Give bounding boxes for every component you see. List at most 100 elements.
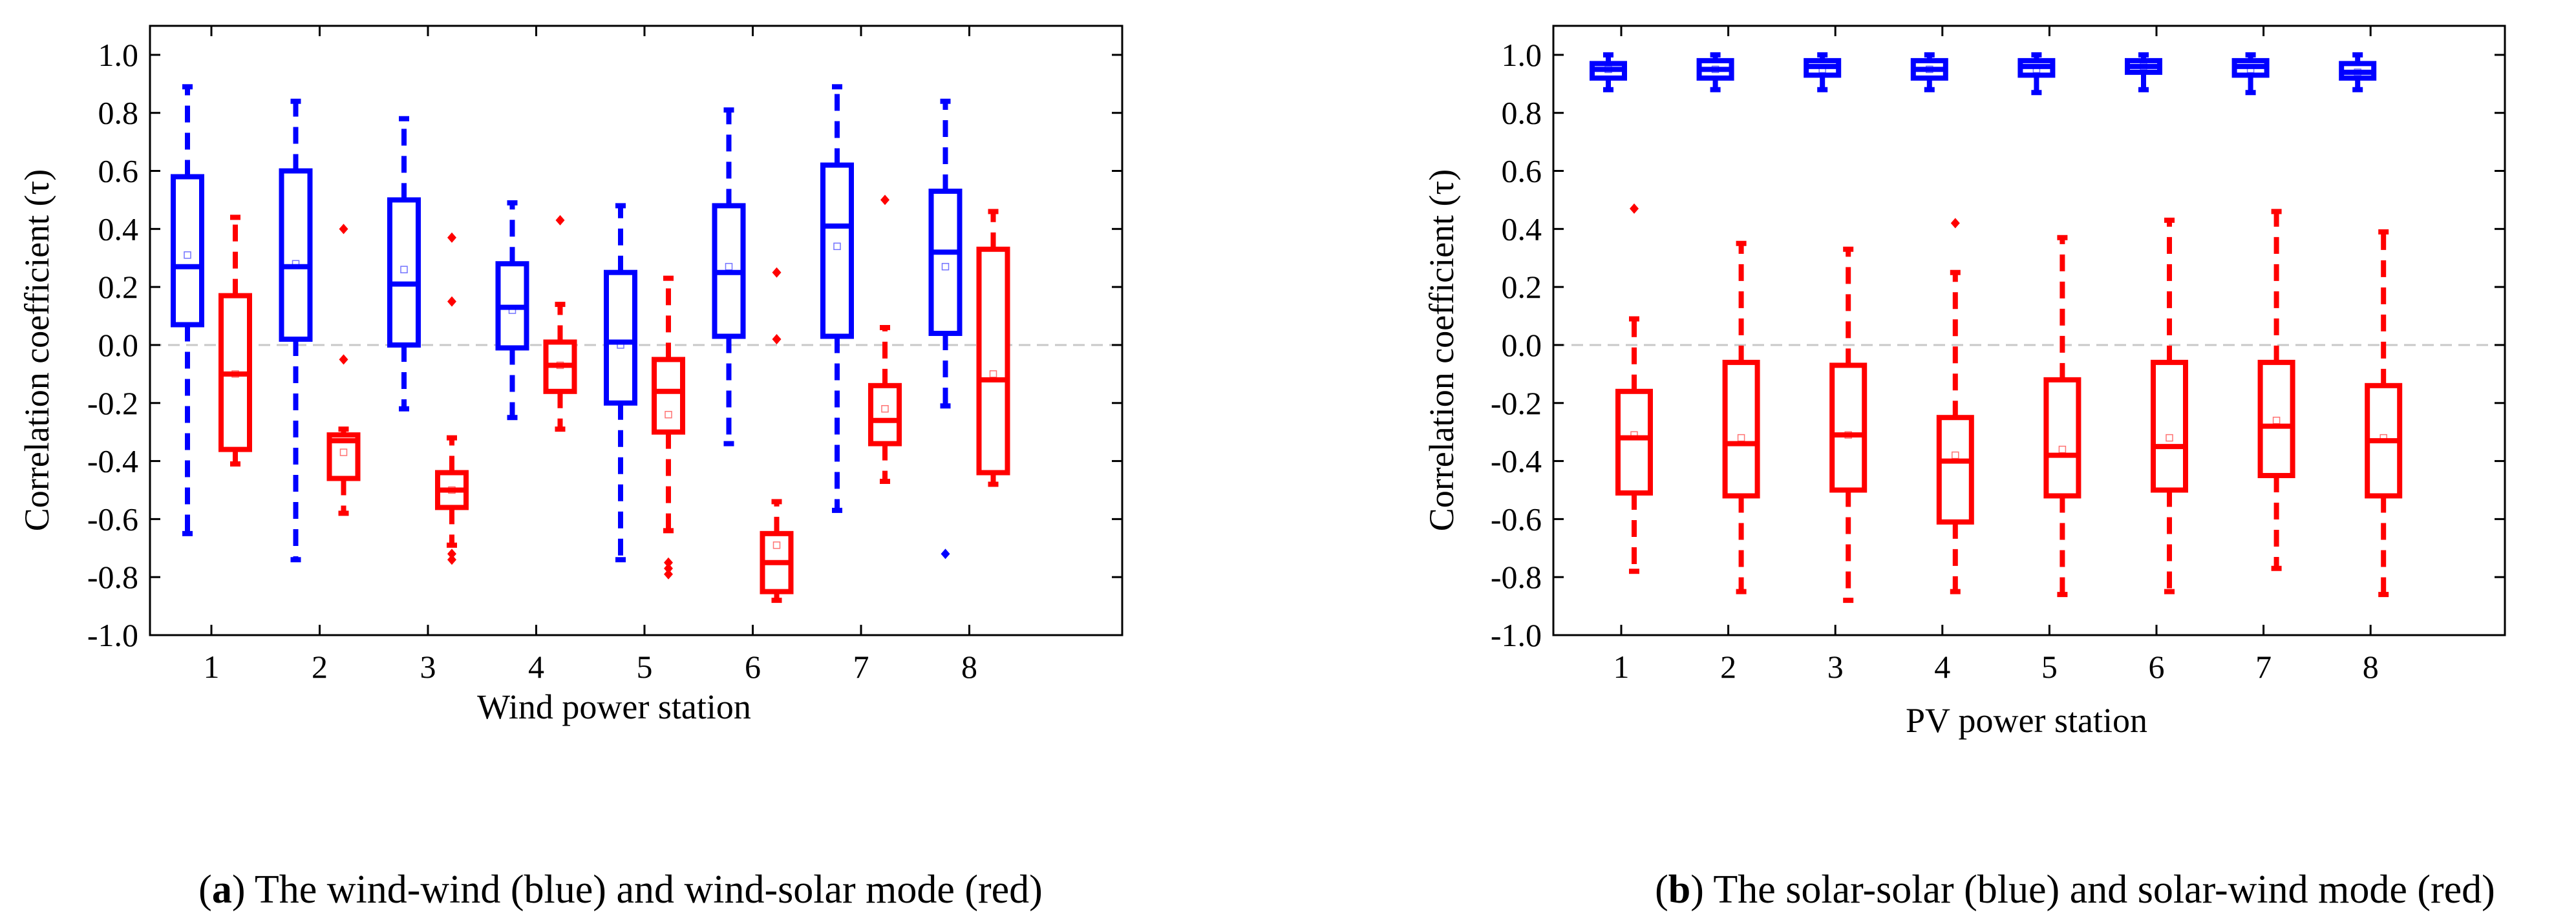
panel-b-y-tick-label: 0.8 bbox=[1502, 95, 1542, 131]
panel-b-solar-solar-mean-marker bbox=[2140, 63, 2147, 70]
panel-b-x-tick-label: 2 bbox=[1720, 649, 1736, 685]
panel-b-solar-solar-mean-marker bbox=[1926, 65, 1933, 74]
panel-b-x-tick-label: 4 bbox=[1934, 649, 1950, 685]
panel-a-wind-wind-box bbox=[171, 174, 204, 328]
panel-a-wind-solar-outlier bbox=[447, 296, 456, 307]
panel-a-wind-solar-outlier bbox=[447, 554, 456, 565]
panel-a-wind-solar-outlier bbox=[339, 224, 348, 235]
panel-a-wind-solar-mean-marker bbox=[556, 361, 564, 370]
panel-a-wind-solar-mean-marker bbox=[448, 486, 456, 494]
panel-a-caption-close: ) bbox=[232, 868, 246, 912]
panel-a-wind-solar-outlier bbox=[664, 569, 673, 580]
panel-b-solar-wind-mean-marker bbox=[1737, 434, 1745, 442]
panel-a-wind-solar-outlier bbox=[555, 215, 565, 225]
panel-b-solar-solar-mean-marker bbox=[1818, 65, 1826, 74]
panel-a-y-tick-label: -0.2 bbox=[87, 385, 138, 421]
panel-b-solar-solar-mean-marker bbox=[2354, 68, 2361, 76]
panel-a-wind-solar-outlier bbox=[772, 333, 782, 344]
panel-b-y-tick-label: 0.6 bbox=[1502, 153, 1542, 189]
panel-a-wind-wind-box bbox=[820, 162, 854, 339]
panel-a-wind-wind-box bbox=[604, 269, 637, 406]
panel-b-x-tick-label: 1 bbox=[1613, 649, 1630, 685]
panel-a-x-tick-label: 4 bbox=[528, 649, 544, 685]
panel-a-wind-wind-mean-marker bbox=[292, 260, 300, 267]
panel-a-wind-solar-box bbox=[976, 246, 1010, 476]
panel-b-solar-wind-outlier bbox=[1950, 218, 1960, 229]
panel-a-y-tick-label: -0.4 bbox=[87, 443, 138, 479]
panel-a-wind-solar-mean-marker bbox=[881, 404, 889, 413]
panel-b-solar-wind-mean-marker bbox=[1630, 431, 1638, 439]
panel-b-caption: (b) The solar-solar (blue) and solar-win… bbox=[1655, 868, 2495, 912]
panel-a-caption-text: The wind-wind (blue) and wind-solar mode… bbox=[245, 868, 1042, 912]
panel-a-x-tick-label: 8 bbox=[961, 649, 977, 685]
panel-b-x-tick-label: 8 bbox=[2363, 649, 2379, 685]
panel-a-wind-solar-outlier bbox=[664, 557, 673, 568]
panel-b-caption-close: ) bbox=[1690, 868, 1704, 912]
panel-a-caption-label: a bbox=[212, 868, 232, 912]
panel-a-caption-open: ( bbox=[198, 868, 212, 912]
panel-b-y-tick-label: -0.6 bbox=[1491, 501, 1542, 537]
panel-b-caption-text: The solar-solar (blue) and solar-wind mo… bbox=[1704, 868, 2495, 912]
panel-a-wind-solar-mean-marker bbox=[231, 370, 239, 378]
panel-b-x-tick-label: 7 bbox=[2255, 649, 2272, 685]
panel-b-y-axis-label: Correlation coefficient (τ) bbox=[1422, 169, 1461, 531]
panel-a-wind-solar-outlier bbox=[880, 194, 889, 205]
panel-a-wind-wind-outlier bbox=[941, 549, 950, 560]
panel-a-x-tick-label: 7 bbox=[853, 649, 869, 685]
panel-b-solar-wind-box bbox=[1936, 415, 1974, 525]
panel-a-frame bbox=[149, 25, 1123, 636]
panel-b-caption-label: b bbox=[1668, 868, 1690, 912]
panel-b-y-tick-label: -1.0 bbox=[1491, 617, 1542, 653]
panel-a-wind-wind-mean-marker bbox=[184, 251, 191, 259]
panel-a-wind-solar-box bbox=[868, 382, 902, 446]
panel-a-wind-solar-outlier bbox=[664, 563, 673, 574]
panel-a-wind-solar-mean-marker bbox=[772, 541, 781, 549]
panel-a-y-axis-label: Correlation coefficient (τ) bbox=[17, 169, 56, 531]
panel-b-solar-wind-box bbox=[2257, 359, 2295, 479]
panel-a-wind-wind-mean-marker bbox=[941, 262, 950, 271]
panel-b-y-tick-label: -0.4 bbox=[1491, 443, 1542, 479]
panel-a-wind-solar-outlier bbox=[447, 549, 456, 560]
panel-b-solar-solar-mean-marker bbox=[1604, 65, 1612, 74]
panel-b-frame bbox=[1552, 25, 2506, 636]
panel-a-wind-solar-box bbox=[652, 357, 685, 435]
panel-a-x-tick-label: 6 bbox=[745, 649, 761, 685]
panel-a-y-tick-label: 1.0 bbox=[98, 37, 139, 73]
panel-b-x-tick-label: 6 bbox=[2149, 649, 2165, 685]
panel-b-solar-wind-mean-marker bbox=[1952, 451, 1959, 459]
panel-b-solar-wind-mean-marker bbox=[2166, 434, 2173, 442]
panel-a-wind-wind-box bbox=[279, 168, 313, 342]
panel-a-wind-wind-mean-marker bbox=[508, 306, 516, 314]
panel-b: -1.0 -0.8 -0.6 -0.4 -0.2 0.0 0.2 0.4 0.6 0.8 1.0 1 2… bbox=[1422, 25, 2506, 912]
panel-a-wind-solar-mean-marker bbox=[339, 448, 348, 456]
panel-b-y-tick-label: 0.2 bbox=[1502, 269, 1542, 305]
panel-b-x-axis-label: PV power station bbox=[1906, 701, 2147, 740]
panel-a-wind-wind-mean-marker bbox=[617, 341, 624, 349]
panel-a-x-axis-label: Wind power station bbox=[477, 687, 751, 726]
panel-a: -1.0 -0.8 -0.6 -0.4 -0.2 0.0 0.2 0.4 0.6 0.8 1.0 1 2… bbox=[17, 25, 1123, 912]
panel-b-solar-wind-box bbox=[1829, 362, 1868, 493]
panel-b-solar-wind-box bbox=[1722, 359, 1760, 499]
panel-b-solar-wind-mean-marker bbox=[2379, 434, 2387, 442]
panel-a-wind-solar-outlier bbox=[339, 354, 348, 365]
panel-a-y-tick-label: -0.6 bbox=[87, 501, 138, 537]
panel-b-solar-wind-mean-marker bbox=[2058, 445, 2067, 454]
panel-a-y-tick-label: 0.4 bbox=[98, 211, 139, 247]
panel-b-solar-wind-box bbox=[2151, 359, 2188, 493]
panel-a-x-tick-label: 3 bbox=[420, 649, 436, 685]
panel-a-x-tick-label: 2 bbox=[312, 649, 328, 685]
panel-b-caption-open: ( bbox=[1655, 868, 1668, 912]
panel-a-wind-wind-mean-marker bbox=[833, 242, 841, 251]
panel-a-y-tick-label: -0.8 bbox=[87, 559, 138, 595]
panel-a-wind-solar-mean-marker bbox=[665, 410, 672, 419]
panel-a-wind-solar-outlier bbox=[772, 267, 782, 278]
panel-a-y-tick-label: 0.6 bbox=[98, 153, 139, 189]
panel-a-plot-area: -1.0 -0.8 -0.6 -0.4 -0.2 0.0 0.2 0.4 0.6 0.8 1.0 1 2… bbox=[87, 25, 1123, 685]
panel-a-wind-wind-mean-marker bbox=[725, 262, 733, 271]
panel-a-wind-wind-box bbox=[928, 188, 963, 336]
panel-b-x-tick-label: 5 bbox=[2041, 649, 2058, 685]
panel-b-solar-solar-mean-marker bbox=[1711, 65, 1719, 74]
panel-b-y-tick-label: -0.2 bbox=[1491, 385, 1542, 421]
